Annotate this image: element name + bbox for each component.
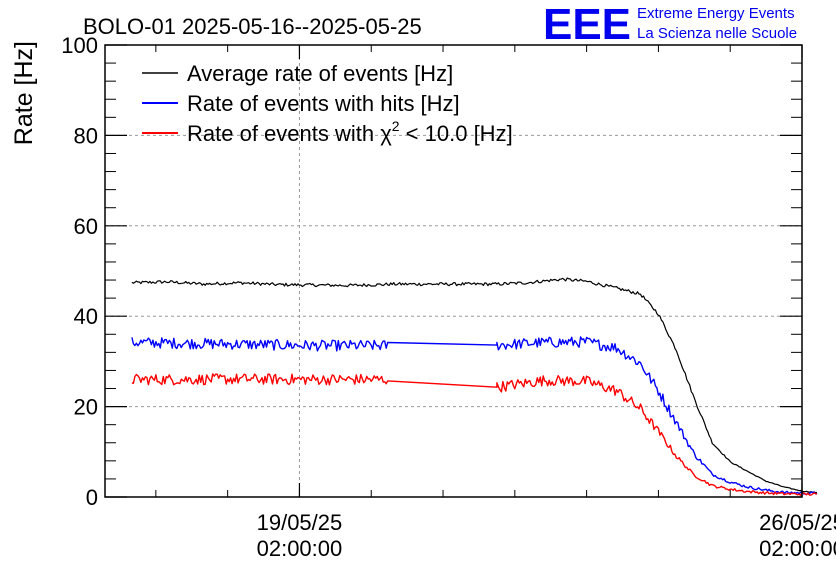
legend-label-chi2-main: Rate of events with χ (187, 121, 392, 146)
y-tick-label: 40 (74, 304, 98, 329)
x-tick-label-time: 02:00:00 (759, 536, 836, 561)
y-tick-label: 0 (86, 485, 98, 510)
legend-label-chi2-sup: 2 (392, 118, 400, 134)
x-tick-label-date: 19/05/25 (257, 510, 343, 535)
legend: Average rate of events [Hz] Rate of even… (142, 61, 513, 146)
series-chi2-rate-line (131, 373, 818, 496)
chart-title: BOLO-01 2025-05-16--2025-05-25 (83, 14, 422, 39)
legend-label-average: Average rate of events [Hz] (187, 61, 453, 86)
axis-ticks (105, 44, 803, 498)
x-tick-label-time: 02:00:00 (257, 536, 343, 561)
y-tick-label: 20 (74, 395, 98, 420)
legend-label-chi2-rest: < 10.0 [Hz] (400, 121, 513, 146)
y-tick-label: 80 (74, 123, 98, 148)
plot-frame (104, 44, 803, 498)
eee-logo-mark: EEE (543, 0, 631, 49)
y-axis-label: Rate [Hz] (10, 41, 38, 145)
eee-logo: EEE Extreme Energy Events La Scienza nel… (543, 0, 797, 49)
y-tick-label: 100 (61, 33, 98, 58)
y-tick-labels: 0 20 40 60 80 100 (61, 33, 98, 510)
x-tick-label-date: 26/05/25 (759, 510, 836, 535)
legend-label-chi2: Rate of events with χ2 < 10.0 [Hz] (187, 118, 513, 146)
series-lines (131, 277, 818, 496)
series-average-rate-line (131, 277, 818, 494)
y-tick-label: 60 (74, 214, 98, 239)
legend-label-hits: Rate of events with hits [Hz] (187, 91, 460, 116)
eee-logo-line1: Extreme Energy Events (637, 5, 795, 22)
series-hits-rate-line (131, 336, 818, 495)
eee-logo-line2: La Scienza nelle Scuole (637, 25, 797, 42)
